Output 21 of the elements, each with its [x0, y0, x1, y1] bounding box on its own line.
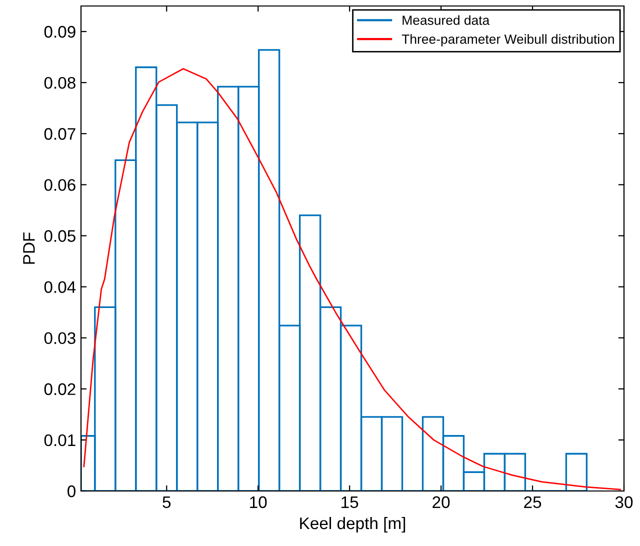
x-tick-label: 30: [615, 496, 633, 508]
line-series: [83, 68, 622, 490]
y-axis-title: PDF: [23, 232, 35, 264]
y-tick-label: 0.08: [44, 76, 76, 89]
y-tick-label: 0.07: [44, 128, 76, 140]
legend-label: Three-parameter Weibull distribution: [402, 34, 614, 46]
y-tick-label: 0.03: [44, 332, 76, 344]
y-tick-label: 0.05: [44, 230, 76, 242]
y-tick-label: 0: [68, 485, 76, 498]
x-tick-label: 20: [432, 496, 450, 508]
x-tick-label: 10: [250, 496, 267, 508]
legend-label: Measured data: [402, 15, 490, 25]
y-tick-label: 0.02: [44, 383, 76, 396]
x-tick-label: 5: [162, 496, 171, 508]
x-tick-label: 15: [342, 496, 358, 508]
y-tick-label: 0.01: [44, 434, 76, 446]
y-tick-label: 0.06: [44, 179, 76, 191]
x-tick-label: 25: [524, 496, 542, 508]
y-tick-label: 0.09: [44, 26, 76, 38]
x-axis-title: Keel depth [m]: [300, 516, 406, 532]
y-tick-label: 0.04: [44, 281, 76, 293]
